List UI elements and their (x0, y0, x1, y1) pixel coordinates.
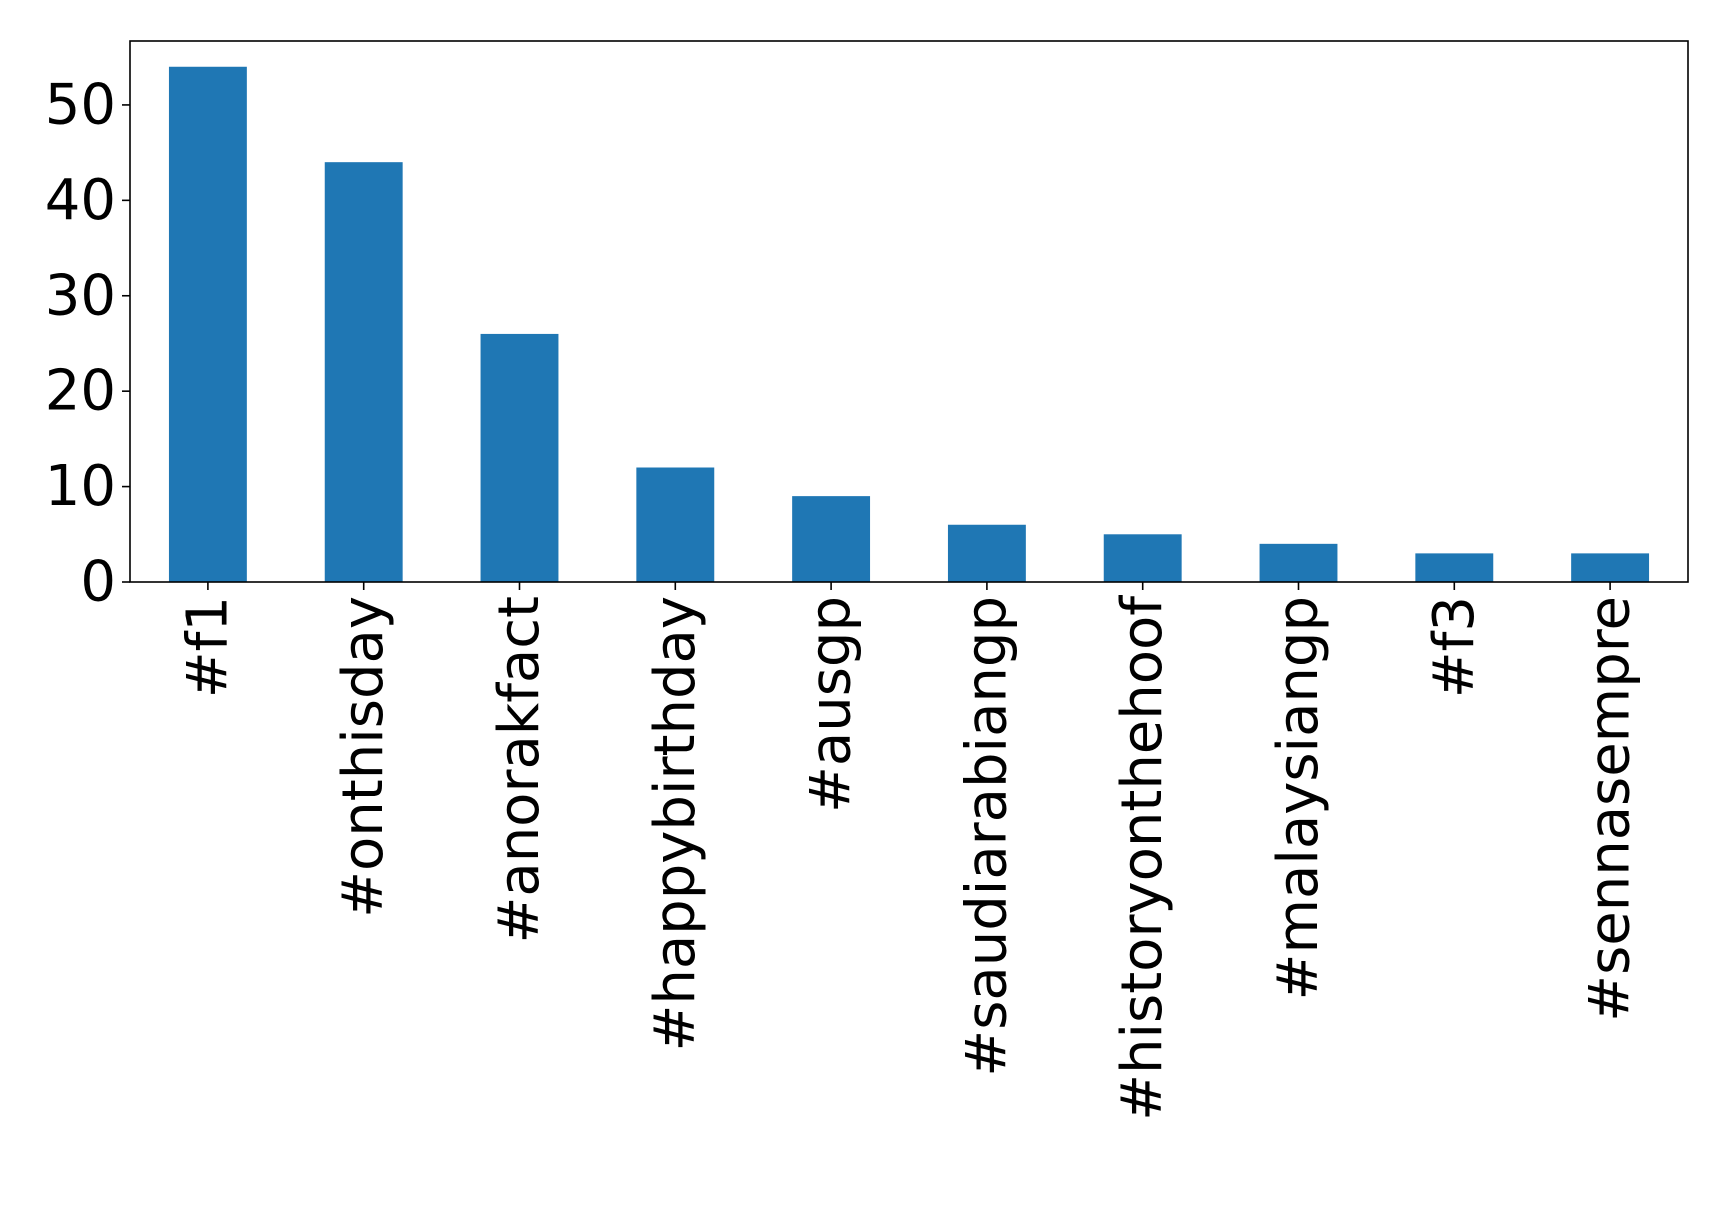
y-tick-label: 10 (45, 454, 116, 519)
bar (792, 496, 871, 582)
bar (1103, 534, 1182, 582)
x-tick-label: #f3 (1422, 596, 1487, 698)
x-tick-label: #onthisday (331, 596, 396, 918)
x-tick-label: #f1 (175, 596, 240, 698)
plot-frame (129, 40, 1689, 583)
y-tick-label: 40 (45, 168, 116, 233)
bar (480, 333, 559, 582)
y-tick-label: 30 (45, 263, 116, 328)
x-axis: #f1 #onthisday #anorakfact #happybirthday #a… (175, 582, 1643, 1121)
x-tick-label: #sennasempre (1578, 596, 1643, 1022)
x-tick-label: #historyonthehoof (1110, 595, 1175, 1121)
x-tick-label: #anorakfact (487, 596, 552, 944)
bar (168, 66, 247, 582)
bar (1259, 543, 1338, 582)
y-tick-label: 0 (80, 550, 116, 615)
y-axis: 0 10 20 30 40 50 (45, 72, 130, 615)
bar (1571, 553, 1650, 582)
y-tick-label: 50 (45, 72, 116, 137)
bar (636, 467, 715, 582)
bar (324, 162, 403, 582)
x-tick-label: #ausgp (799, 596, 864, 813)
x-tick-label: #happybirthday (643, 596, 708, 1052)
x-tick-label: #malaysiangp (1266, 596, 1331, 1000)
bars-group (168, 66, 1650, 582)
x-tick-label: #saudiarabiangp (954, 596, 1019, 1077)
bar (1415, 553, 1494, 582)
y-tick-label: 20 (45, 359, 116, 424)
bar (947, 524, 1026, 582)
